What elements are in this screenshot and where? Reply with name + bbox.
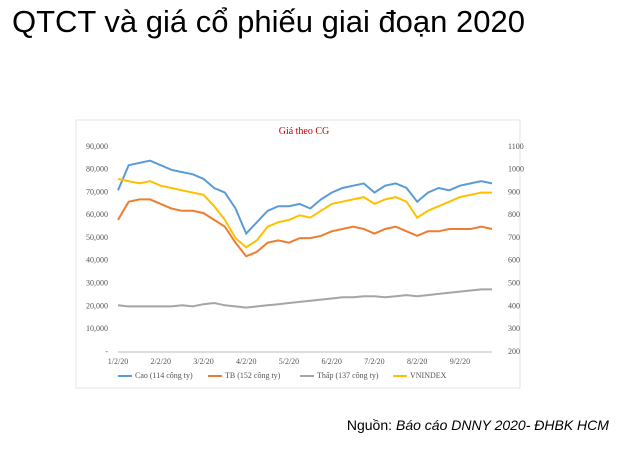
series-line <box>117 159 493 236</box>
y-tick-label: 80,000 <box>86 165 108 174</box>
y2-tick-label: 900 <box>508 187 520 196</box>
x-tick-label: 7/2/20 <box>364 357 384 366</box>
x-tick-label: 6/2/20 <box>321 357 341 366</box>
y-tick-label: 70,000 <box>86 187 108 196</box>
legend-label: VNINDEX <box>410 371 447 380</box>
series-line <box>117 288 492 309</box>
y2-tick-label: 600 <box>508 256 520 265</box>
y-tick-label: - <box>105 347 108 356</box>
y-tick-label: 50,000 <box>86 233 108 242</box>
y2-tick-label: 300 <box>508 324 520 333</box>
y2-tick-label: 800 <box>508 210 520 219</box>
y-tick-label: 30,000 <box>86 278 108 287</box>
x-tick-label: 1/2/20 <box>108 357 128 366</box>
x-tick-label: 2/2/20 <box>151 357 171 366</box>
y2-tick-label: 1000 <box>508 165 524 174</box>
y2-tick-label: 400 <box>508 301 520 310</box>
chart-frame <box>75 119 521 389</box>
y-tick-label: 40,000 <box>86 256 108 265</box>
slide-title: QTCT và giá cổ phiếu giai đoạn 2020 <box>12 4 525 39</box>
y-tick-label: 60,000 <box>86 210 108 219</box>
y2-tick-label: 500 <box>508 278 520 287</box>
source-label: Nguồn: <box>347 417 392 433</box>
legend-label: Cao (114 công ty) <box>135 371 193 380</box>
series-line <box>117 198 493 258</box>
y2-tick-label: 700 <box>508 233 520 242</box>
y-tick-label: 90,000 <box>86 142 108 151</box>
x-tick-label: 3/2/20 <box>193 357 213 366</box>
y2-tick-label: 200 <box>508 347 520 356</box>
x-tick-label: 8/2/20 <box>407 357 427 366</box>
y-tick-label: 20,000 <box>86 301 108 310</box>
x-tick-label: 4/2/20 <box>236 357 256 366</box>
y2-tick-label: 1100 <box>508 142 524 151</box>
legend-label: Thấp (137 công ty) <box>317 371 379 380</box>
chart-title: Giá theo CG <box>279 126 330 137</box>
source-text: Báo cáo DNNY 2020- ĐHBK HCM <box>396 417 609 433</box>
x-tick-label: 9/2/20 <box>450 357 470 366</box>
y-tick-label: 10,000 <box>86 324 108 333</box>
x-tick-label: 5/2/20 <box>279 357 299 366</box>
series-line <box>117 177 492 249</box>
legend-label: TB (152 công ty) <box>225 371 281 380</box>
